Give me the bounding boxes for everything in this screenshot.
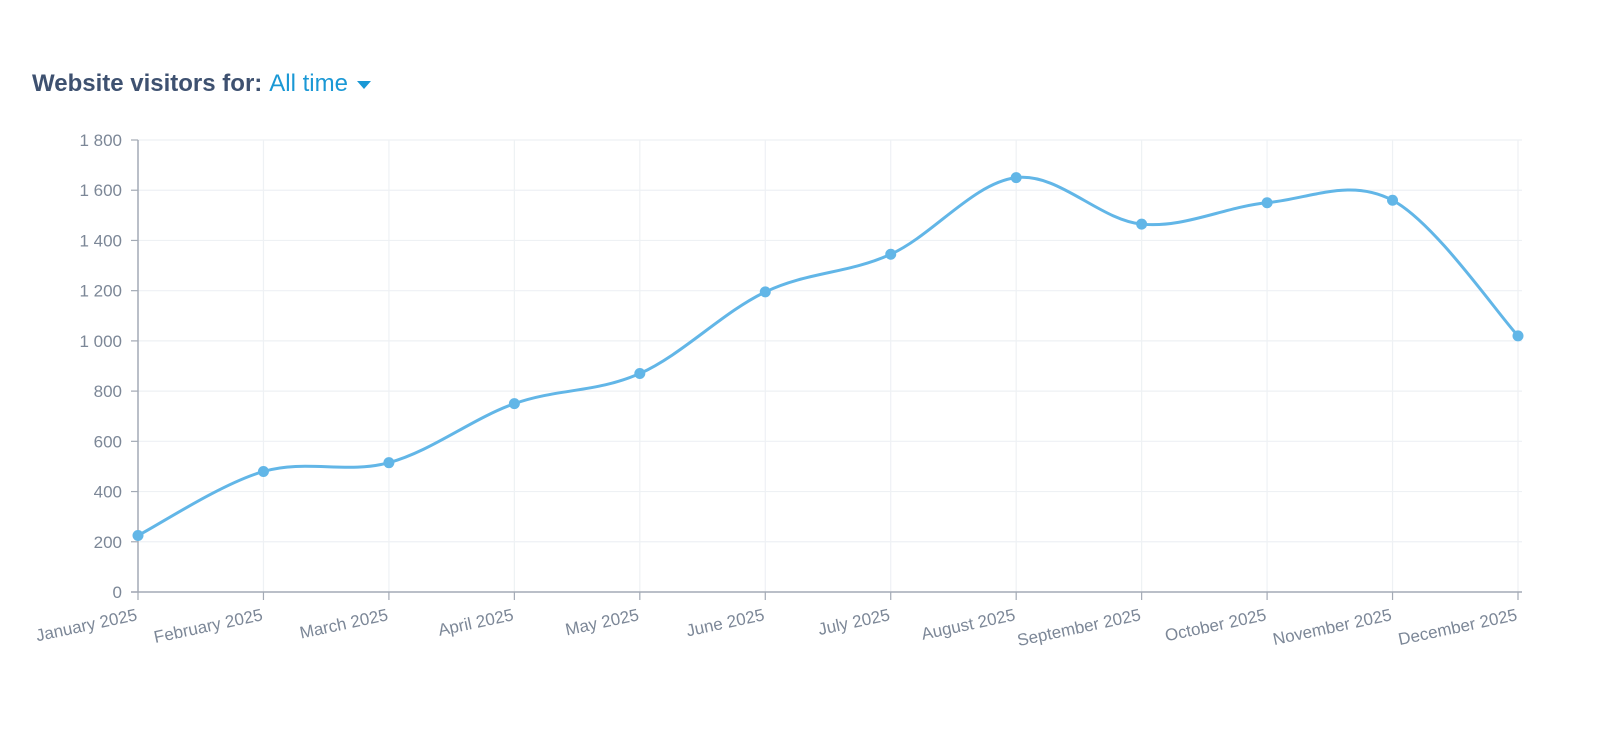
x-tick-label: November 2025 — [1271, 605, 1393, 649]
period-dropdown[interactable]: All time — [269, 68, 371, 100]
y-tick-label: 200 — [94, 533, 122, 552]
x-tick-label: August 2025 — [920, 605, 1017, 643]
period-dropdown-value: All time — [269, 70, 348, 97]
x-tick-label: October 2025 — [1163, 605, 1268, 645]
y-tick-label: 600 — [94, 432, 122, 451]
chart-grid — [138, 139, 1522, 592]
data-point[interactable] — [1512, 330, 1524, 342]
data-point[interactable] — [132, 530, 144, 541]
x-tick-label: September 2025 — [1016, 605, 1143, 650]
data-point[interactable] — [383, 457, 395, 469]
x-tick-label: December 2025 — [1397, 605, 1519, 649]
x-tick-label: April 2025 — [436, 605, 515, 640]
x-tick-label: July 2025 — [816, 605, 891, 639]
x-tick-label: January 2025 — [34, 605, 139, 645]
x-tick-label: May 2025 — [564, 605, 641, 639]
x-tick-label: March 2025 — [298, 605, 390, 642]
y-tick-label: 1 400 — [79, 231, 122, 250]
data-point[interactable] — [634, 368, 646, 380]
caret-down-icon — [356, 81, 371, 89]
y-tick-label: 800 — [94, 382, 122, 401]
y-tick-label: 0 — [113, 583, 122, 602]
x-tick-label: February 2025 — [152, 605, 264, 647]
data-point[interactable] — [1010, 172, 1022, 184]
y-tick-label: 400 — [94, 483, 122, 502]
x-axis-ticks: January 2025 February 2025 March 2025 April… — [34, 592, 1519, 650]
chart-header: Website visitors for: All time — [32, 68, 371, 100]
data-point[interactable] — [759, 286, 771, 298]
y-tick-label: 1 000 — [79, 332, 122, 351]
data-point[interactable] — [1387, 194, 1399, 206]
data-point[interactable] — [508, 398, 520, 410]
data-point[interactable] — [1261, 197, 1273, 209]
y-axis-ticks: 0 200 400 600 800 1 000 1 200 1 400 1 600 1 800 — [79, 131, 138, 602]
y-tick-label: 1 200 — [79, 282, 122, 301]
chart-axes — [131, 140, 1522, 593]
header-label: Website visitors for: — [32, 70, 263, 97]
y-tick-label: 1 800 — [79, 131, 122, 150]
data-point[interactable] — [257, 465, 269, 477]
y-tick-label: 1 600 — [79, 181, 122, 200]
x-tick-label: June 2025 — [684, 605, 766, 640]
data-point[interactable] — [885, 248, 897, 260]
chart-series — [132, 172, 1524, 541]
data-point[interactable] — [1136, 218, 1148, 230]
series-line — [137, 175, 1520, 537]
